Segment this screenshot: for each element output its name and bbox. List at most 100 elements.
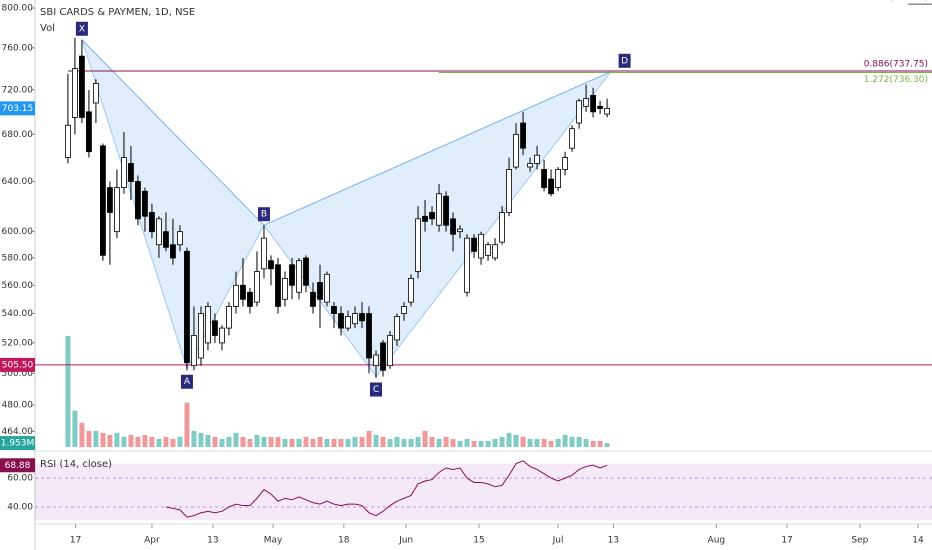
x-tick-label: Sep <box>851 536 868 546</box>
x-tick-label: 13 <box>608 536 619 546</box>
volume-bar <box>65 336 71 447</box>
candle-body <box>317 282 323 300</box>
rsi-last-label: 68.88 <box>5 461 31 471</box>
x-tick-label: 13 <box>207 536 218 546</box>
y-tick-label: 640.00 <box>2 177 34 187</box>
volume-bar <box>72 410 78 447</box>
y-tick-label: 464.00 <box>2 427 34 437</box>
volume-bar <box>506 432 512 447</box>
volume-bar <box>226 436 232 447</box>
volume-bar <box>436 438 442 447</box>
rsi-tick-label: 40.00 <box>7 503 33 513</box>
candle-body <box>254 271 260 303</box>
x-tick-label: Aug <box>708 536 726 546</box>
volume-bar <box>128 434 134 447</box>
candle-body <box>513 133 519 168</box>
last-price-label: 703.15 <box>2 104 34 114</box>
y-tick-label: 800.00 <box>2 4 34 14</box>
pattern-line <box>263 71 611 226</box>
volume-bar <box>380 436 386 447</box>
volume-bar <box>100 432 106 447</box>
volume-bar <box>541 438 547 447</box>
volume-bar <box>107 434 113 447</box>
candle-body <box>478 233 484 259</box>
candle-body <box>170 244 176 259</box>
candle-body <box>331 305 337 314</box>
pattern-label-box <box>75 21 88 36</box>
x-tick-label: 15 <box>473 536 484 546</box>
candle-body <box>380 342 386 371</box>
volume-bar <box>576 436 582 447</box>
candle-body <box>289 264 295 286</box>
candle-body <box>429 212 435 220</box>
candle-body <box>240 284 246 300</box>
candle-body <box>198 313 204 359</box>
x-tick-label: 18 <box>338 536 350 546</box>
volume-bar <box>401 438 407 447</box>
candle-body <box>590 94 596 113</box>
chart-title: SBI CARDS & PAYMEN, 1D, NSE <box>40 7 195 18</box>
y-tick-label: 760.00 <box>2 43 34 53</box>
volume-bar <box>289 438 295 447</box>
volume-bar <box>583 438 589 447</box>
volume-bar <box>373 434 379 447</box>
y-tick-label: 540.00 <box>2 309 34 319</box>
candle-body <box>604 107 610 115</box>
pattern-label-box <box>257 207 270 222</box>
candle-body <box>296 260 302 293</box>
volume-bar <box>387 438 393 447</box>
candle-body <box>485 244 491 256</box>
x-tick-label: Apr <box>144 536 160 546</box>
x-tick-label: 17 <box>70 536 81 546</box>
volume-bar <box>212 436 218 447</box>
volume-bar <box>198 432 204 447</box>
volume-bar <box>485 440 491 447</box>
volume-bar <box>366 430 372 447</box>
x-tick-label: Jun <box>398 536 413 546</box>
pattern-label-box <box>618 53 631 68</box>
volume-bar <box>233 432 239 447</box>
candle-body <box>597 105 603 109</box>
volume-bar <box>527 438 533 447</box>
fib-label: 0.886(737.75) <box>864 59 928 69</box>
volume-bar <box>261 436 267 447</box>
candle-body <box>226 305 232 329</box>
y-tick-label: 600.00 <box>2 227 34 237</box>
volume-bar <box>247 438 253 447</box>
volume-bar <box>492 438 498 447</box>
volume-bar <box>548 440 554 447</box>
volume-bar <box>443 436 449 447</box>
candle-body <box>387 335 393 367</box>
volume-bar <box>408 438 414 447</box>
candle-body <box>303 257 309 286</box>
candle-body <box>443 195 449 226</box>
candle-body <box>464 237 470 293</box>
candle-body <box>520 122 526 149</box>
candle-body <box>401 305 407 314</box>
volume-bar <box>359 436 365 447</box>
candle-body <box>184 250 190 363</box>
candle-body <box>128 163 134 182</box>
volume-bar <box>149 436 155 447</box>
candle-body <box>527 163 533 168</box>
volume-bar <box>170 438 176 447</box>
y-tick-label: 480.00 <box>2 401 34 411</box>
volume-bar <box>352 436 358 447</box>
volume-bar <box>499 436 505 447</box>
volume-bar <box>317 436 323 447</box>
candle-body <box>163 231 169 248</box>
support-label: 505.50 <box>2 360 34 370</box>
volume-title: Vol <box>40 23 55 34</box>
candle-body <box>310 291 316 307</box>
volume-bar <box>338 438 344 447</box>
candle-body <box>394 316 400 341</box>
volume-bar <box>513 434 519 447</box>
x-tick-label: May <box>264 536 283 546</box>
rsi-band <box>35 463 932 520</box>
volume-bar <box>114 432 120 447</box>
volume-bar <box>282 438 288 447</box>
volume-bar <box>79 422 85 447</box>
candle-body <box>492 244 498 259</box>
candle-body <box>275 264 281 307</box>
candle-body <box>562 157 568 170</box>
